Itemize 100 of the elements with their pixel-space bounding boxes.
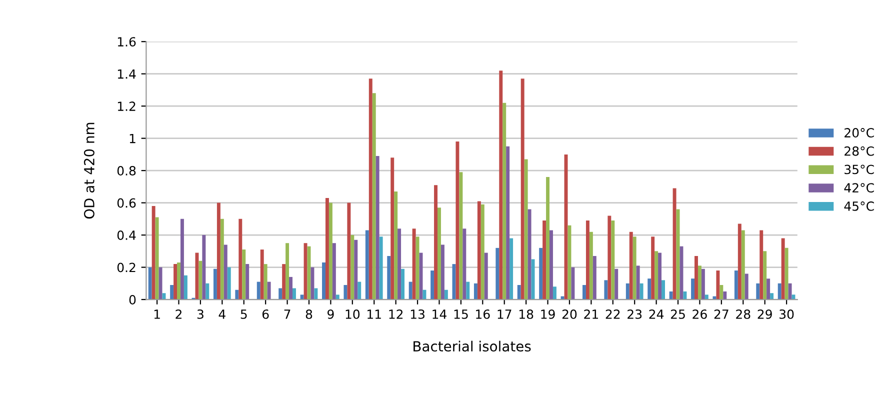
legend-label: 35°C: [844, 164, 874, 174]
bar: [390, 158, 394, 300]
x-tick-label: 21: [584, 309, 598, 319]
bar: [174, 264, 178, 300]
bar: [256, 282, 260, 300]
x-tick-label: 22: [606, 309, 620, 319]
bar: [365, 230, 369, 300]
bar: [701, 268, 705, 300]
bar: [734, 270, 738, 300]
bar: [354, 240, 358, 300]
bar: [220, 218, 224, 300]
bar: [325, 198, 329, 300]
x-tick-label: 26: [692, 309, 707, 319]
bar: [662, 280, 665, 300]
bar: [477, 201, 481, 300]
bar: [401, 268, 405, 300]
y-tick-label: 0.2: [117, 262, 136, 272]
bar: [502, 102, 506, 300]
y-tick-label: 1.4: [118, 69, 136, 79]
bar: [314, 288, 318, 300]
bar: [180, 218, 184, 300]
bar: [286, 243, 290, 300]
bar: [648, 278, 652, 300]
bar: [292, 288, 296, 300]
bar: [542, 220, 546, 300]
bar: [756, 283, 760, 300]
bar: [462, 228, 466, 300]
bar: [278, 288, 282, 300]
bar: [206, 283, 210, 300]
bar: [459, 172, 463, 300]
bar: [440, 244, 444, 300]
bar: [148, 267, 152, 300]
bar: [456, 142, 460, 300]
bar: [496, 248, 500, 300]
legend-label: 20°C: [844, 128, 874, 138]
x-tick-label: 20: [562, 309, 577, 319]
bar: [672, 188, 676, 300]
x-tick-label: 18: [519, 309, 534, 319]
x-tick-label: 14: [432, 310, 446, 319]
bar: [550, 230, 553, 300]
bar: [347, 202, 351, 300]
bar: [430, 270, 434, 300]
bar: [434, 185, 438, 300]
bar: [202, 235, 206, 300]
bar: [474, 283, 478, 300]
bar: [184, 275, 188, 300]
bar: [788, 283, 792, 300]
bar: [304, 243, 308, 300]
bar: [636, 266, 640, 300]
bar: [379, 236, 383, 300]
bar: [654, 251, 658, 300]
bar: [694, 256, 698, 300]
bar: [387, 256, 391, 300]
bar: [651, 236, 655, 300]
bar: [608, 216, 612, 300]
bar: [224, 244, 228, 300]
bar: [246, 264, 250, 300]
bar: [398, 228, 402, 300]
bar: [235, 290, 239, 300]
bar: [412, 228, 416, 300]
bar: [158, 267, 162, 300]
bar: [152, 206, 156, 300]
bar: [444, 290, 448, 300]
x-tick-label: 23: [628, 309, 642, 319]
bar: [408, 282, 412, 300]
bar: [744, 274, 748, 300]
bar: [213, 268, 217, 300]
bar: [723, 291, 727, 300]
bar: [328, 202, 332, 300]
x-tick-label: 24: [649, 309, 664, 319]
bar: [778, 283, 782, 300]
bar: [177, 262, 180, 300]
bar: [282, 264, 286, 300]
bar: [242, 250, 246, 300]
x-tick-label: 11: [368, 310, 381, 319]
bar: [499, 70, 503, 300]
bar: [571, 267, 575, 300]
legend-label: 28°C: [844, 146, 874, 156]
x-tick-label: 9: [328, 309, 334, 319]
x-tick-label: 10: [346, 309, 360, 319]
bar: [198, 260, 202, 300]
bar: [322, 262, 326, 300]
bar: [170, 285, 174, 300]
x-tick-label: 12: [389, 309, 403, 319]
bar: [640, 283, 644, 300]
x-tick-label: 13: [410, 309, 424, 319]
x-tick-label: 27: [714, 309, 728, 319]
bar: [524, 159, 528, 300]
bar: [741, 230, 745, 300]
bar: [372, 93, 376, 300]
bar: [784, 248, 788, 300]
x-tick-label: 17: [498, 310, 512, 319]
bar: [539, 248, 543, 300]
y-tick-label: 1.6: [118, 37, 136, 47]
x-axis-title: Bacterial isolates: [414, 340, 531, 352]
bar: [358, 282, 362, 300]
bar: [683, 291, 687, 300]
bar: [589, 232, 593, 300]
bar: [691, 278, 695, 300]
bar: [546, 177, 550, 300]
